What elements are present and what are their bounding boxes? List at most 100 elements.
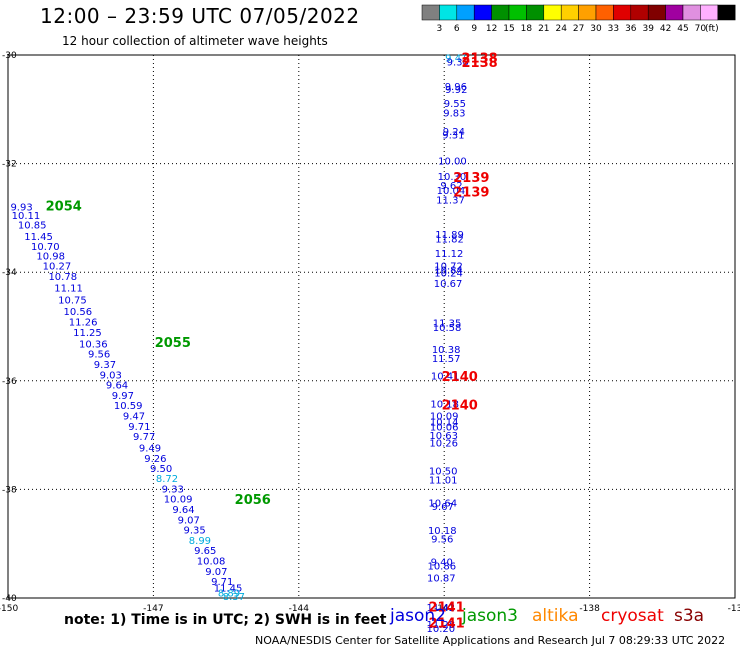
wave-height-point: 10.06 (430, 422, 459, 433)
wave-height-point: 11.89 (435, 230, 464, 241)
wave-height-point: 9.64 (172, 505, 194, 516)
wave-height-point: 9.92 (445, 85, 467, 96)
colorbar-tick-label: 36 (625, 24, 637, 34)
wave-height-point: 8.37 (223, 592, 245, 603)
wave-height-point: 8.72 (156, 474, 178, 485)
x-tick-label: -144 (289, 604, 310, 614)
colorbar-tick-label: 42 (660, 24, 671, 34)
wave-height-point: 9.97 (112, 391, 134, 402)
wave-height-point: 9.83 (443, 109, 465, 120)
x-tick-label: -141 (434, 604, 454, 614)
colorbar-tick-label: 33 (608, 24, 619, 34)
wave-height-point: 9.56 (431, 534, 453, 545)
wave-height-point: 10.30 (438, 172, 467, 183)
wave-height-point: 10.20 (426, 624, 455, 635)
colorbar-tick-label: 15 (503, 24, 514, 34)
wave-height-point: 9.65 (194, 546, 216, 557)
wave-height-point: 10.27 (43, 262, 72, 273)
wave-height-point: 10.78 (48, 272, 77, 283)
colorbar-tick-label: 3 (437, 24, 443, 34)
wave-height-point: 9.64 (106, 381, 128, 392)
colorbar-tick-label: 18 (521, 24, 533, 34)
wave-height-point: 10.58 (433, 323, 462, 334)
colorbar-tick-label: 39 (642, 24, 654, 34)
wave-height-point: 10.72 (434, 262, 463, 273)
wave-height-point: 9.71 (128, 422, 150, 433)
colorbar-tick-label: 27 (573, 24, 584, 34)
wave-height-point: 9.67 (432, 502, 454, 513)
wave-height-point: 11.25 (73, 328, 102, 339)
wave-height-point: 10.09 (430, 412, 459, 423)
wave-height-point: 9.56 (88, 350, 110, 361)
wave-height-point: 10.00 (438, 156, 467, 167)
wave-height-point: 11.11 (54, 283, 83, 294)
y-tick-label: -30 (2, 51, 17, 61)
colorbar-tick-label: 70 (695, 24, 707, 34)
pass-number-label: 2054 (46, 199, 82, 214)
colorbar-swatch (717, 4, 736, 21)
y-tick-label: -36 (2, 377, 17, 387)
plot-frame (7, 54, 736, 599)
colorbar-tick-label: 9 (471, 24, 477, 34)
y-tick-label: -38 (2, 485, 17, 495)
wave-height-point: 10.26 (429, 439, 458, 450)
colorbar-tick-label: 45 (677, 24, 688, 34)
wave-height-point: 9.30 (447, 58, 469, 69)
wave-height-point: 10.50 (429, 466, 458, 477)
wave-height-point: 10.75 (58, 295, 87, 306)
wave-height-point: 9.03 (100, 370, 122, 381)
wave-height-point: 11.01 (429, 476, 458, 487)
legend-altika: altika (532, 606, 579, 626)
wave-height-point: 11.37 (436, 195, 465, 206)
wave-height-point: 9.47 (123, 412, 145, 423)
legend-jason2: jason2 (390, 606, 446, 626)
color-scale-legend: 3 6 9 12 15 18 21 24 27 30 33 36 39 42 45 70(ft) (421, 4, 736, 34)
wave-height-point: 9.37 (94, 360, 116, 371)
pass-number-label: 2139 (453, 171, 489, 186)
wave-height-point: 9.62 (440, 181, 462, 192)
wave-height-point: 10.09 (164, 495, 193, 506)
x-tick-label: -147 (143, 604, 163, 614)
wave-height-point: 10.98 (36, 251, 65, 262)
wave-height-point: 10.18 (430, 400, 459, 411)
note-text: note: 1) Time is in UTC; 2) SWH is in fe… (64, 612, 387, 628)
wave-height-point: 9.41 (445, 54, 467, 65)
wave-height-point: 11.42 (426, 603, 455, 614)
wave-height-point: 11.45 (214, 584, 243, 595)
wave-height-point: 10.41 (431, 371, 460, 382)
wave-height-point: 10.14 (430, 418, 459, 429)
wave-height-point: 9.49 (139, 444, 161, 455)
wave-height-point: 11.82 (435, 235, 464, 246)
wave-height-point: 9.35 (183, 526, 205, 537)
wave-height-point: 9.07 (205, 567, 227, 578)
legend-cryosat: cryosat (601, 606, 664, 626)
wave-height-point: 9.77 (133, 432, 155, 443)
colorbar-tick-label: 30 (590, 24, 602, 34)
wave-height-point: 10.70 (31, 242, 60, 253)
wave-height-point: 9.40 (431, 558, 453, 569)
colorbar-tick-label: 6 (454, 24, 460, 34)
wave-height-point: 8.89 (218, 589, 240, 600)
y-tick-label: -40 (2, 594, 17, 604)
chart-subtitle: 12 hour collection of altimeter wave hei… (62, 34, 328, 48)
wave-height-point: 9.26 (144, 454, 166, 465)
wave-height-point: 10.67 (434, 279, 463, 290)
pass-number-label: 2139 (453, 185, 489, 200)
pass-number-label: 2140 (442, 370, 478, 385)
wave-height-point: 10.64 (428, 498, 457, 509)
wave-height-point: 10.18 (428, 526, 457, 537)
wave-height-point: 9.50 (150, 464, 172, 475)
chart-title: 12:00 – 23:59 UTC 07/05/2022 (40, 4, 360, 28)
pass-number-label: 2056 (235, 493, 271, 508)
wave-height-point: 10.86 (427, 561, 456, 572)
wave-height-point: 9.33 (162, 484, 184, 495)
wave-height-point: 10.04 (437, 186, 466, 197)
wave-height-point: 11.26 (69, 318, 98, 329)
pass-number-label: 2141 (429, 616, 465, 631)
wave-height-point: 11.35 (433, 319, 462, 330)
x-tick-label: -150 (0, 604, 18, 614)
wave-height-point: 10.08 (197, 557, 226, 568)
pass-number-label: 2140 (442, 399, 478, 414)
wave-height-point: 9.93 (10, 202, 32, 213)
